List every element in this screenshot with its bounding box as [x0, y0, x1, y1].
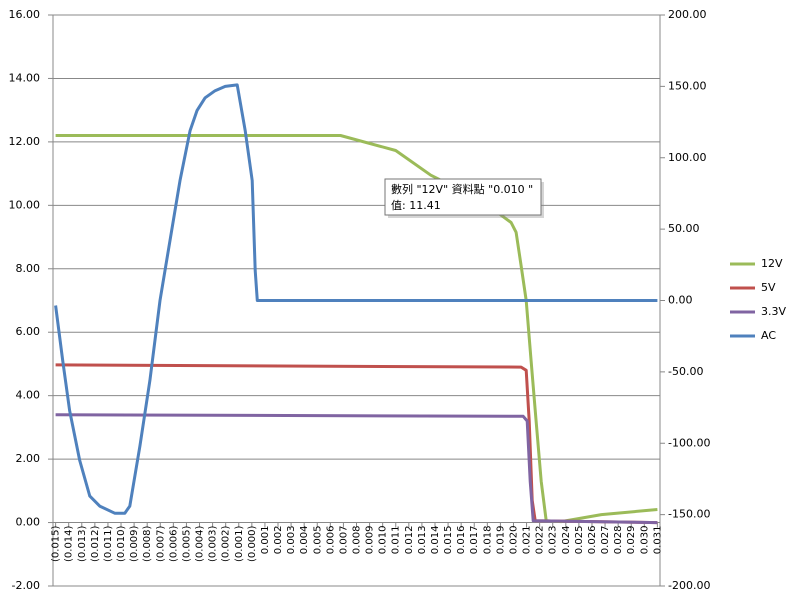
x-tick-label: 0.005 [312, 526, 323, 555]
y-tick-label: 12.00 [9, 135, 41, 148]
x-tick-label: 0.012 [404, 526, 415, 555]
tooltip: 數列 "12V" 資料點 "0.010 " 值: 11.41 [384, 178, 544, 218]
x-tick-label: 0.008 [352, 526, 363, 555]
x-tick-label: 0.027 [600, 526, 611, 555]
x-tick-label: 0.013 [417, 526, 428, 555]
x-tick-label: 0.003 [286, 526, 297, 555]
x-tick-label: 0.021 [522, 526, 533, 555]
x-tick-label: (0.014) [64, 525, 75, 562]
y-tick-label: 4.00 [16, 389, 41, 402]
x-tick-label: 0.014 [430, 526, 441, 555]
y-tick-label: 8.00 [16, 262, 41, 275]
x-tick-label: 0.018 [482, 526, 493, 555]
tooltip-box [384, 178, 542, 216]
x-tick-label: 0.006 [325, 526, 336, 555]
x-tick-label: (0.012) [90, 525, 101, 562]
x-tick-label: 0.009 [365, 526, 376, 555]
y-tick-label: 2.00 [16, 452, 41, 465]
x-tick-label: (0.007) [155, 525, 166, 562]
x-tick-label: (0.006) [168, 525, 179, 562]
x-tick-label: 0.004 [299, 526, 310, 555]
x-tick-label: (0.009) [129, 525, 140, 562]
tooltip-text: 數列 "12V" 資料點 "0.010 " [391, 182, 533, 196]
x-tick-label: (0.005) [181, 525, 192, 562]
x-tick-label: 0.020 [508, 526, 519, 555]
legend-label: 5V [761, 281, 776, 294]
x-tick-label: 0.017 [469, 526, 480, 555]
x-tick-label: 0.026 [587, 526, 598, 555]
y2-tick-label: 100.00 [668, 151, 707, 164]
x-tick-label: 0.024 [561, 526, 572, 555]
y-tick-label: 10.00 [9, 198, 41, 211]
x-tick-label: 0.023 [548, 526, 559, 555]
x-tick-label: 0.022 [535, 526, 546, 555]
x-tick-label: 0.015 [443, 526, 454, 555]
x-tick-label: 0.007 [338, 526, 349, 555]
y2-tick-label: -150.00 [668, 508, 710, 521]
y2-tick-label: 150.00 [668, 79, 707, 92]
y-tick-label: -2.00 [12, 579, 40, 592]
y-tick-label: 6.00 [16, 325, 41, 338]
x-tick-label: 0.029 [626, 526, 637, 555]
tooltip-text: 值: 11.41 [391, 199, 441, 212]
legend-label: 3.3V [761, 305, 786, 318]
y2-tick-label: 50.00 [668, 222, 700, 235]
x-tick-label: 0.031 [652, 526, 663, 555]
x-tick-label: (0.008) [142, 525, 153, 562]
x-tick-label: 0.016 [456, 526, 467, 555]
x-tick-label: (0.010) [116, 525, 127, 562]
x-tick-label: (0.004) [195, 525, 206, 562]
series-line [54, 83, 658, 515]
series-line [55, 413, 658, 525]
y2-tick-label: 200.00 [668, 8, 707, 21]
x-tick-label: (0.013) [77, 525, 88, 562]
legend-label: 12V [761, 257, 783, 270]
y2-tick-label: -100.00 [668, 436, 710, 449]
x-tick-label: (0.002) [221, 525, 232, 562]
y-tick-label: 0.00 [16, 516, 41, 529]
x-tick-label: 0.028 [613, 526, 624, 555]
x-tick-label: 0.011 [391, 526, 402, 555]
x-tick-label: 0.025 [574, 526, 585, 555]
x-tick-label: (0.003) [208, 525, 219, 562]
legend-label: AC [761, 329, 776, 342]
y2-tick-label: -200.00 [668, 579, 710, 592]
x-tick-label: (0.001) [234, 525, 245, 562]
y-tick-label: 16.00 [9, 8, 41, 21]
y2-tick-label: 0.00 [668, 294, 693, 307]
x-tick-label: (0.011) [103, 525, 114, 562]
x-tick-label: 0.002 [273, 526, 284, 555]
y-tick-label: 14.00 [9, 71, 41, 84]
y2-tick-label: -50.00 [668, 365, 703, 378]
x-tick-label: 0.030 [639, 526, 650, 555]
x-tick-label: 0.001 [260, 526, 271, 555]
x-tick-label: 0.019 [495, 526, 506, 555]
x-tick-label: (0.000) [247, 525, 258, 562]
x-tick-label: 0.010 [378, 526, 389, 555]
x-tick-label: (0.015) [51, 525, 62, 562]
